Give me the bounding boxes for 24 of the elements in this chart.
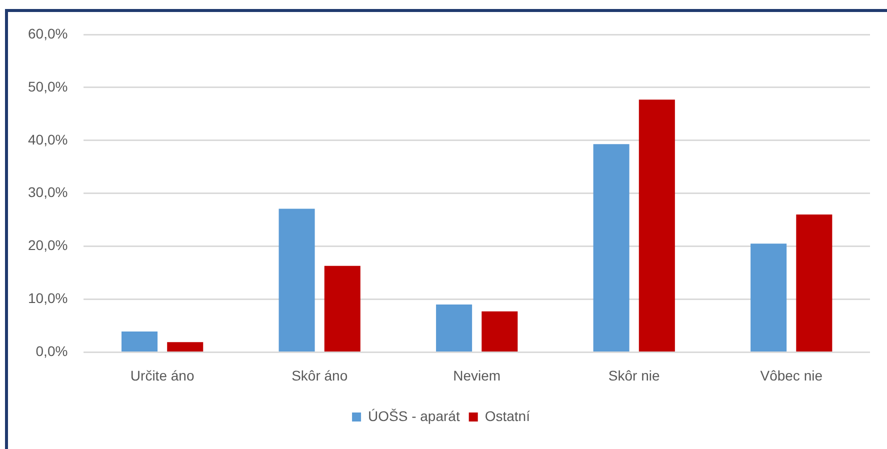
bar [638, 100, 675, 352]
x-tick-label: Skôr áno [292, 367, 348, 384]
y-tick-label: 10,0% [28, 290, 68, 306]
x-tick-label: Neviem [453, 367, 501, 384]
bar [436, 304, 472, 352]
legend-label: ÚOŠS - aparát [368, 408, 460, 424]
bar [167, 342, 204, 352]
y-tick-label: 30,0% [28, 184, 68, 200]
bar [750, 244, 787, 352]
bar [482, 311, 518, 352]
y-tick-label: 20,0% [28, 237, 68, 254]
legend-label: Ostatní [484, 408, 530, 424]
y-tick-label: 40,0% [28, 131, 68, 148]
bar [796, 214, 832, 352]
x-tick-label: Určite áno [130, 367, 194, 384]
y-tick-label: 60,0% [28, 25, 68, 42]
bar [278, 208, 315, 352]
bar [324, 266, 360, 352]
bar [122, 332, 158, 352]
bar [593, 144, 630, 352]
x-tick-label: Skôr nie [608, 367, 660, 384]
y-tick-label: 50,0% [28, 78, 68, 94]
y-tick-label: 0,0% [36, 343, 68, 360]
x-tick-label: Vôbec nie [760, 367, 823, 384]
